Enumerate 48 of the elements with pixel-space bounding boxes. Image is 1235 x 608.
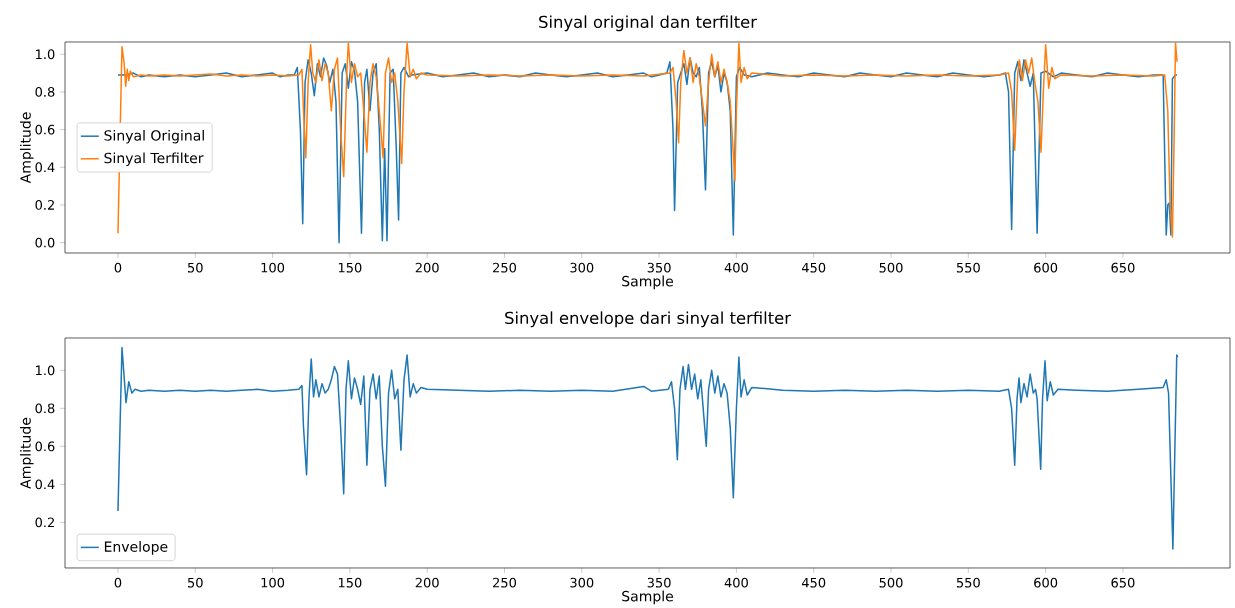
x-tick-label: 300: [570, 577, 594, 588]
y-tick-label: 0.2: [35, 200, 54, 210]
x-tick-label: 500: [879, 577, 903, 588]
x-tick-label: 250: [493, 262, 517, 273]
x-tick-label: 50: [188, 262, 203, 273]
y-tick-label: 0.2: [35, 517, 54, 528]
x-tick-label: 550: [956, 262, 980, 273]
x-tick-label: 250: [493, 577, 517, 588]
y-tick-label: 0.0: [35, 237, 55, 248]
x-tick-label: 100: [261, 262, 285, 273]
x-axis-title: Sample: [622, 275, 674, 290]
x-tick-label: 600: [1034, 262, 1058, 273]
x-tick-label: 650: [1111, 577, 1135, 588]
y-tick-label: 0.4: [35, 162, 55, 173]
x-tick-label: 400: [724, 577, 748, 588]
legend-label: Sinyal Original: [104, 129, 204, 144]
x-tick-label: 350: [647, 577, 671, 588]
legend-label: Envelope: [104, 541, 168, 555]
x-tick-label: 150: [338, 577, 362, 588]
x-tick-label: 550: [956, 577, 980, 588]
x-tick-label: 300: [570, 262, 594, 273]
x-tick-label: 200: [415, 577, 439, 588]
x-tick-label: 450: [801, 577, 826, 588]
y-tick-label: 0.6: [35, 124, 55, 135]
legend-label: Sinyal Terfilter: [104, 152, 204, 167]
y-tick-label: 0.6: [35, 441, 55, 452]
x-tick-label: 450: [801, 262, 826, 273]
y-tick-label: 1.0: [36, 49, 55, 60]
x-tick-label: 400: [724, 262, 748, 273]
x-tick-label: 650: [1111, 262, 1135, 273]
x-tick-label: 350: [647, 262, 671, 273]
chart-title: Sinyal original dan terfilter: [539, 15, 757, 32]
x-tick-label: 200: [415, 262, 439, 273]
y-tick-label: 1.0: [36, 365, 55, 376]
x-tick-label: 500: [879, 262, 903, 273]
x-axis-title: Sample: [622, 590, 674, 605]
y-axis-title: Amplitude: [19, 417, 34, 489]
y-tick-label: 0.8: [35, 403, 55, 414]
y-tick-label: 0.8: [35, 87, 55, 97]
x-tick-label: 50: [188, 577, 203, 588]
x-tick-label: 600: [1034, 577, 1058, 588]
chart-title: Sinyal envelope dari sinyal terfilter: [505, 311, 791, 328]
y-axis-title: Amplitude: [19, 112, 34, 184]
x-tick-label: 0: [114, 577, 122, 588]
y-tick-label: 0.4: [35, 479, 55, 490]
x-tick-label: 100: [261, 577, 285, 588]
x-tick-label: 0: [114, 262, 122, 273]
x-tick-label: 150: [338, 262, 362, 273]
